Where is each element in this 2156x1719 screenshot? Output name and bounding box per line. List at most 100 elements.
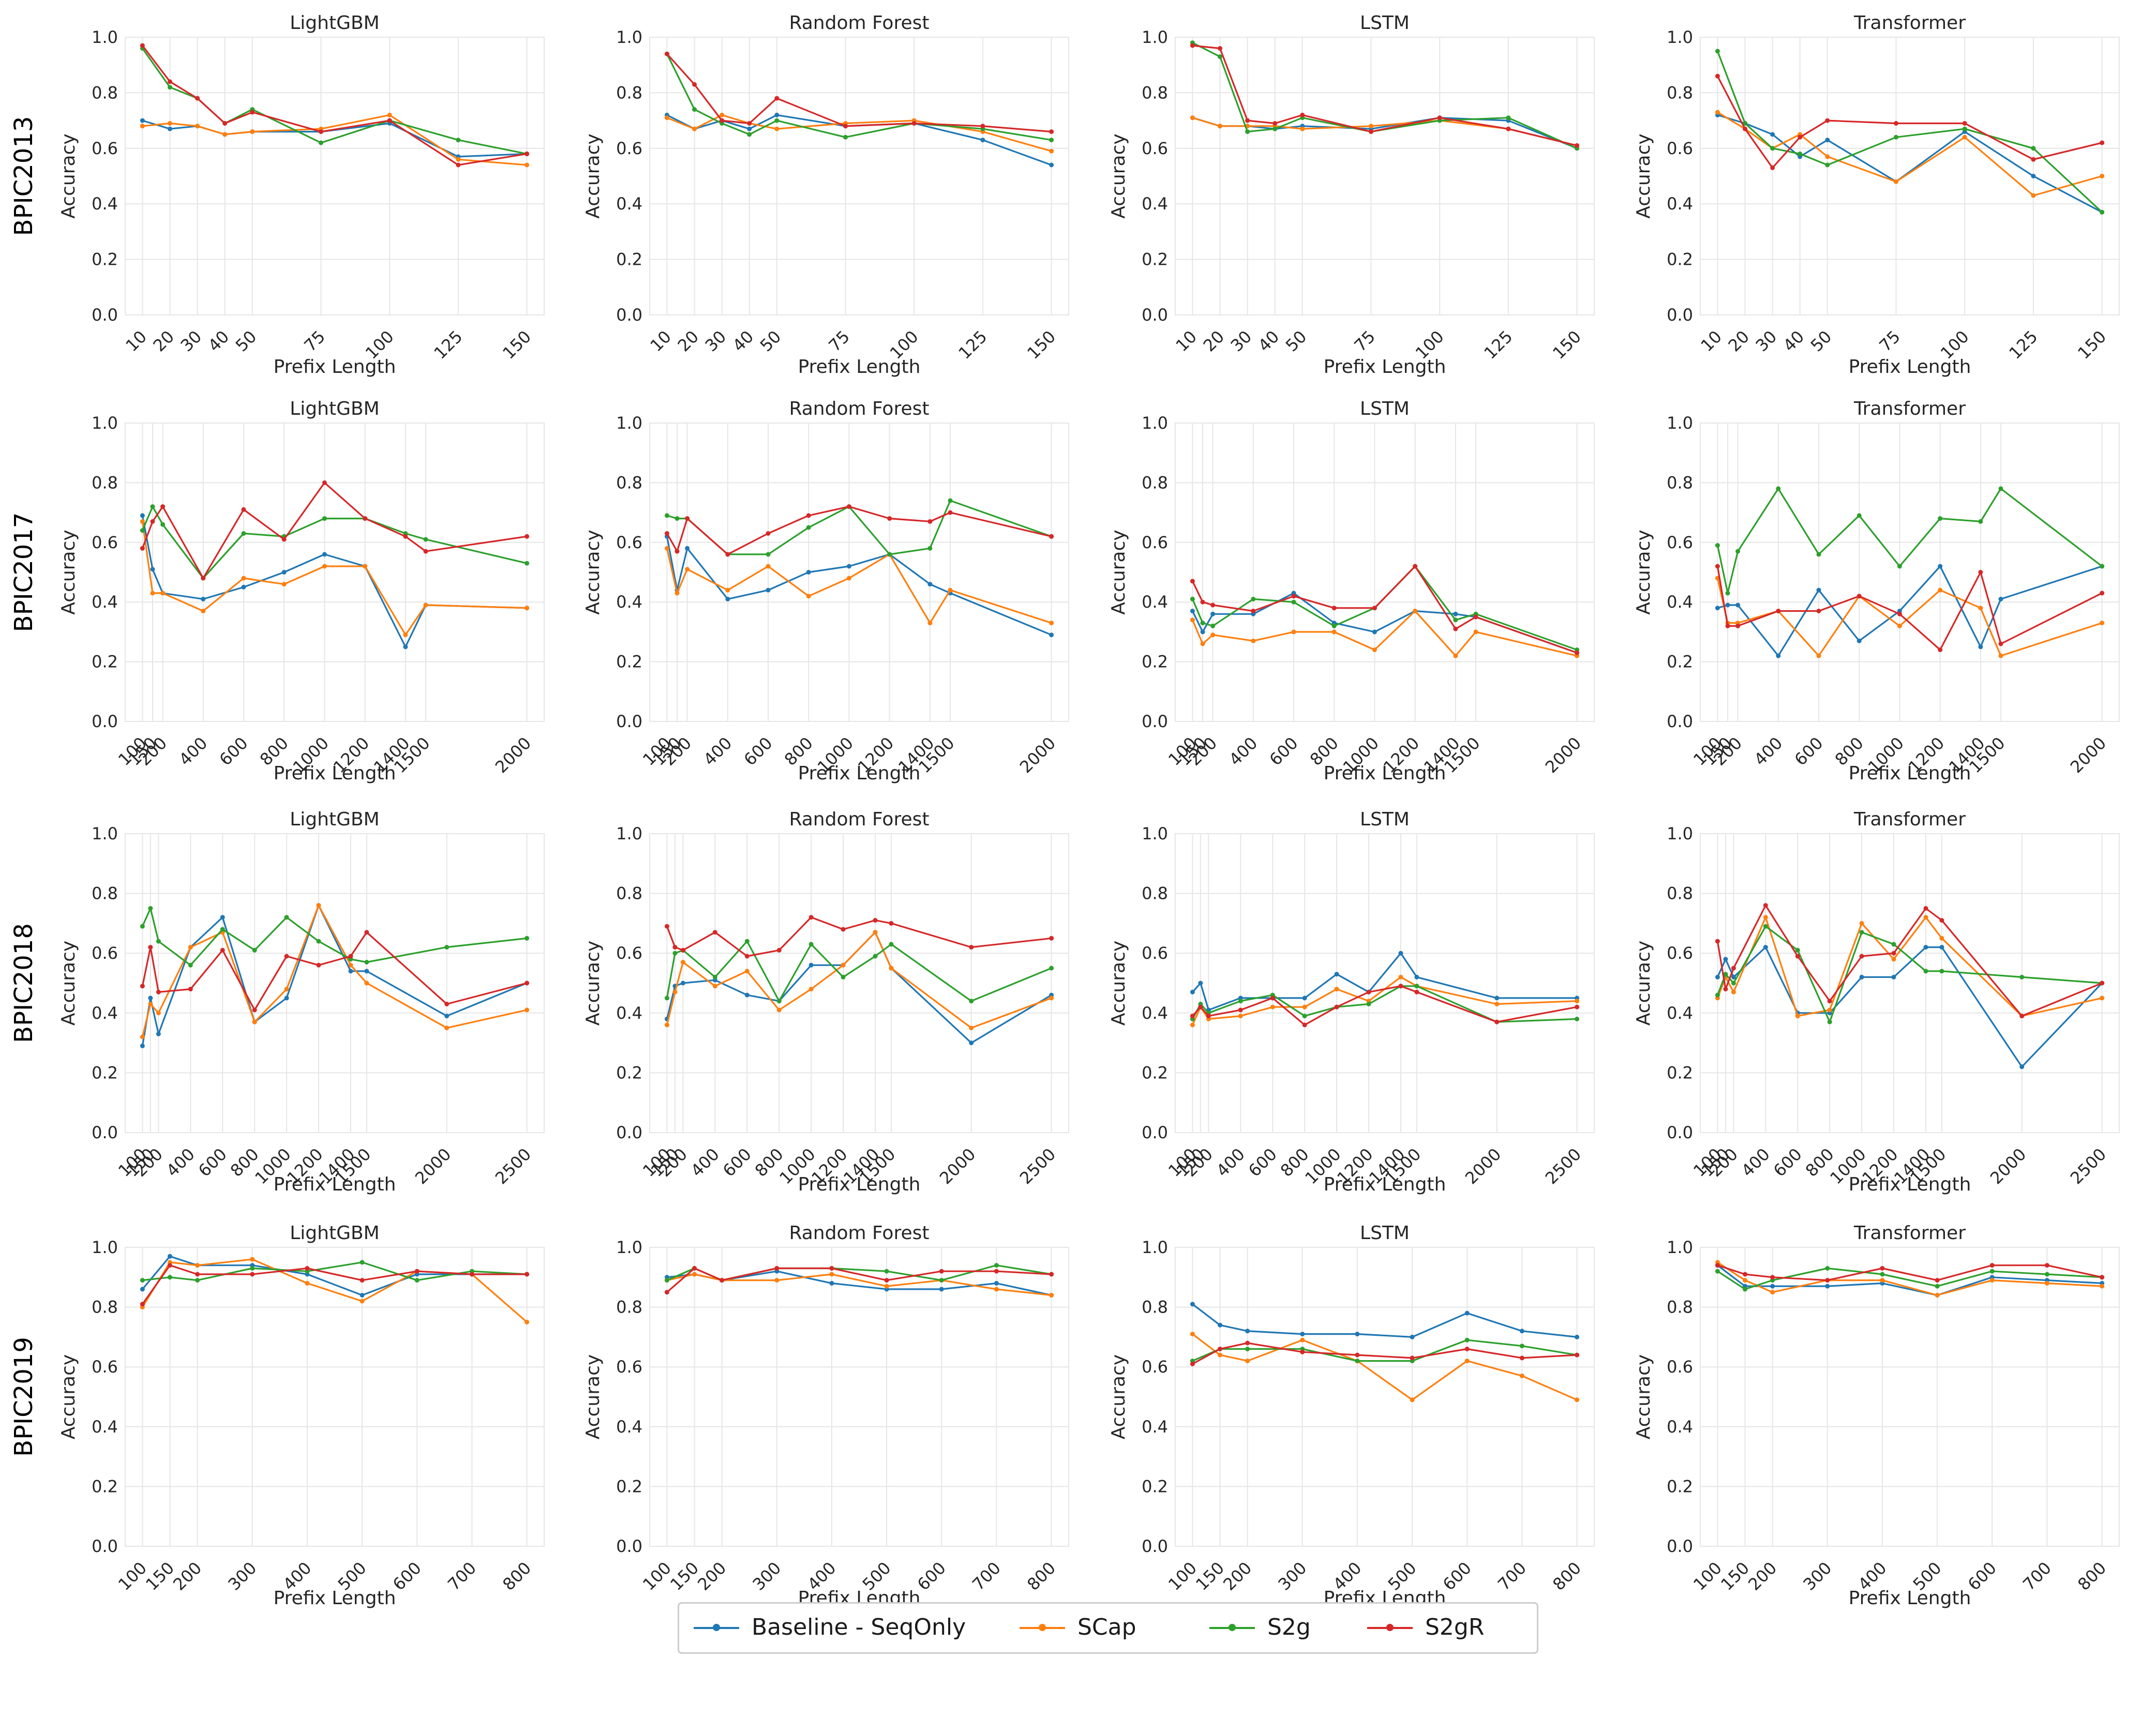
subplot-title: Transformer [1853, 398, 1966, 419]
data-point [140, 546, 145, 551]
data-point [1743, 126, 1747, 131]
data-point [1410, 1355, 1415, 1361]
x-tick-label: 125 [430, 327, 466, 363]
series-line-baseline-seqonly [142, 1255, 527, 1296]
y-tick-label: 0.2 [1667, 1476, 1693, 1496]
y-tick-label: 1.0 [616, 27, 642, 47]
x-tick-label: 40 [1254, 327, 1283, 356]
series-line-baseline-seqonly [1192, 952, 1577, 1011]
data-point [720, 1278, 725, 1283]
data-point [664, 51, 669, 56]
x-tick-label: 200 [1744, 1558, 1780, 1594]
data-point [1859, 954, 1864, 959]
data-point [664, 1022, 669, 1028]
data-point [1334, 1004, 1339, 1009]
data-point [1190, 989, 1195, 994]
data-point [284, 915, 289, 920]
series-line-baseline-seqonly [1716, 946, 2103, 1068]
data-point [348, 962, 353, 968]
data-point [1049, 996, 1054, 1001]
data-point [1770, 132, 1775, 137]
data-point [1331, 629, 1337, 635]
data-point [808, 962, 814, 968]
data-point [469, 1272, 474, 1277]
data-point [744, 939, 750, 944]
data-point [1731, 989, 1736, 994]
x-tick-label: 30 [1227, 327, 1256, 356]
x-tick-label: 100 [639, 1558, 675, 1594]
data-point [387, 118, 392, 123]
data-point [884, 1278, 889, 1283]
data-point [1978, 519, 1983, 524]
data-point [1245, 1359, 1250, 1364]
subplot-title: LSTM [1360, 1223, 1410, 1244]
data-point [1190, 1302, 1195, 1307]
y-tick-label: 0.2 [92, 250, 118, 269]
x-tick-label: 150 [666, 1558, 702, 1594]
x-tick-label: 30 [701, 327, 730, 356]
y-tick-label: 0.6 [92, 1357, 118, 1377]
data-point [1251, 609, 1256, 613]
data-point [1049, 966, 1054, 971]
x-tick-label: 10 [1697, 327, 1726, 356]
x-axis-label: Prefix Length [798, 763, 921, 784]
data-point [720, 112, 725, 117]
y-tick-label: 0.6 [92, 533, 118, 552]
data-point [1743, 121, 1747, 126]
data-point [387, 112, 392, 117]
data-point [525, 1320, 530, 1324]
y-tick-label: 0.0 [1142, 305, 1168, 325]
y-axis-label: Accuracy [1108, 941, 1129, 1026]
y-tick-label: 0.0 [92, 712, 118, 731]
data-point [201, 609, 206, 613]
series-line-s2g [666, 1264, 1052, 1281]
x-tick-label: 300 [224, 1558, 260, 1594]
data-point [1938, 647, 1943, 652]
data-point [774, 1278, 780, 1283]
data-point [2100, 621, 2105, 626]
data-point [712, 984, 717, 989]
data-point [1210, 632, 1216, 638]
data-point [2100, 174, 2105, 178]
data-point [664, 531, 669, 536]
data-point [1575, 1397, 1580, 1403]
data-point [939, 1278, 944, 1283]
legend-label-s2g: S2g [1267, 1614, 1311, 1640]
data-point [2044, 1280, 2049, 1286]
data-point [1856, 638, 1862, 643]
x-axis-label: Prefix Length [1324, 356, 1446, 378]
data-point [456, 138, 461, 143]
data-point [939, 1269, 944, 1274]
series-line-scap [1717, 111, 2103, 197]
x-tick-label: 2500 [491, 1144, 535, 1188]
plot-frame [125, 833, 545, 1133]
data-point [846, 504, 851, 509]
y-tick-label: 0.0 [1667, 305, 1693, 325]
series-line-s2gr [1717, 1264, 2102, 1281]
x-tick-label: 300 [1799, 1558, 1835, 1594]
y-tick-label: 0.2 [92, 1063, 118, 1082]
data-point [1049, 138, 1054, 143]
data-point [1270, 1004, 1275, 1009]
data-point [1302, 1014, 1307, 1019]
data-point [364, 969, 369, 974]
data-point [1998, 641, 2003, 646]
data-point [1049, 1293, 1054, 1298]
x-tick-label: 600 [719, 1144, 755, 1181]
y-tick-label: 0.8 [1142, 1298, 1168, 1317]
data-point [1938, 587, 1943, 593]
data-point [808, 987, 814, 992]
data-point [1200, 629, 1205, 635]
data-point [1935, 1293, 1940, 1298]
data-point [140, 513, 145, 518]
x-tick-label: 10 [1172, 327, 1201, 356]
y-tick-label: 1.0 [92, 27, 118, 47]
data-point [1473, 614, 1478, 620]
data-point [1190, 609, 1195, 613]
plot-frame [1175, 37, 1595, 315]
y-tick-label: 0.8 [616, 83, 642, 102]
data-point [1331, 606, 1337, 611]
